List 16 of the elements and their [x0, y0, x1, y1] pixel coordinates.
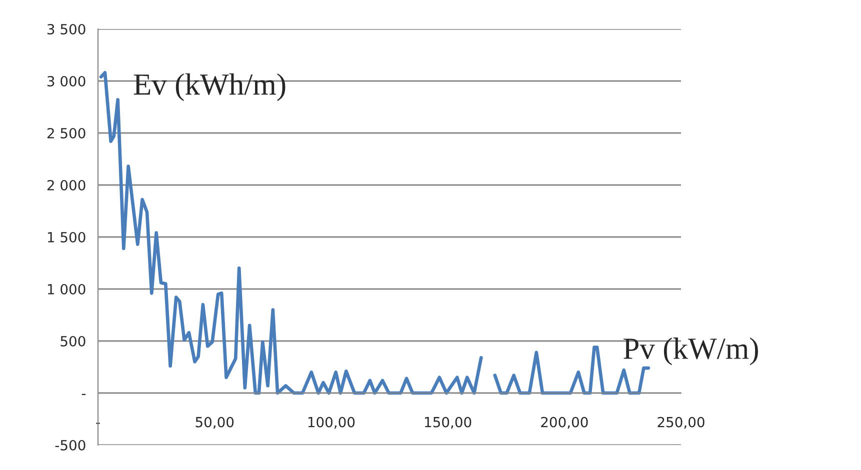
x-tick-label: 200,00	[541, 416, 588, 429]
y-tick-label: 500	[60, 336, 86, 346]
y-tick-label: 2 500	[47, 128, 86, 138]
y-axis-title: Ev (kWh/m)	[134, 73, 286, 102]
x-tick-label: 250,00	[658, 416, 704, 429]
x-axis-title: Pv (kW/m)	[624, 338, 758, 366]
y-tick-label: 1 500	[48, 232, 86, 242]
x-tick-label: 150,00	[425, 416, 472, 429]
y-tick-label: 1 000	[48, 284, 86, 294]
y-tick-label: 2 000	[47, 180, 86, 190]
y-tick-label: 3 500	[47, 24, 86, 34]
y-tick-label: -	[82, 394, 86, 396]
x-tick-label: 50,00	[196, 416, 234, 429]
y-tick-label: -500	[55, 440, 86, 450]
x-tick-label: 100,00	[308, 416, 355, 429]
y-tick-label: 3 000	[47, 76, 86, 86]
